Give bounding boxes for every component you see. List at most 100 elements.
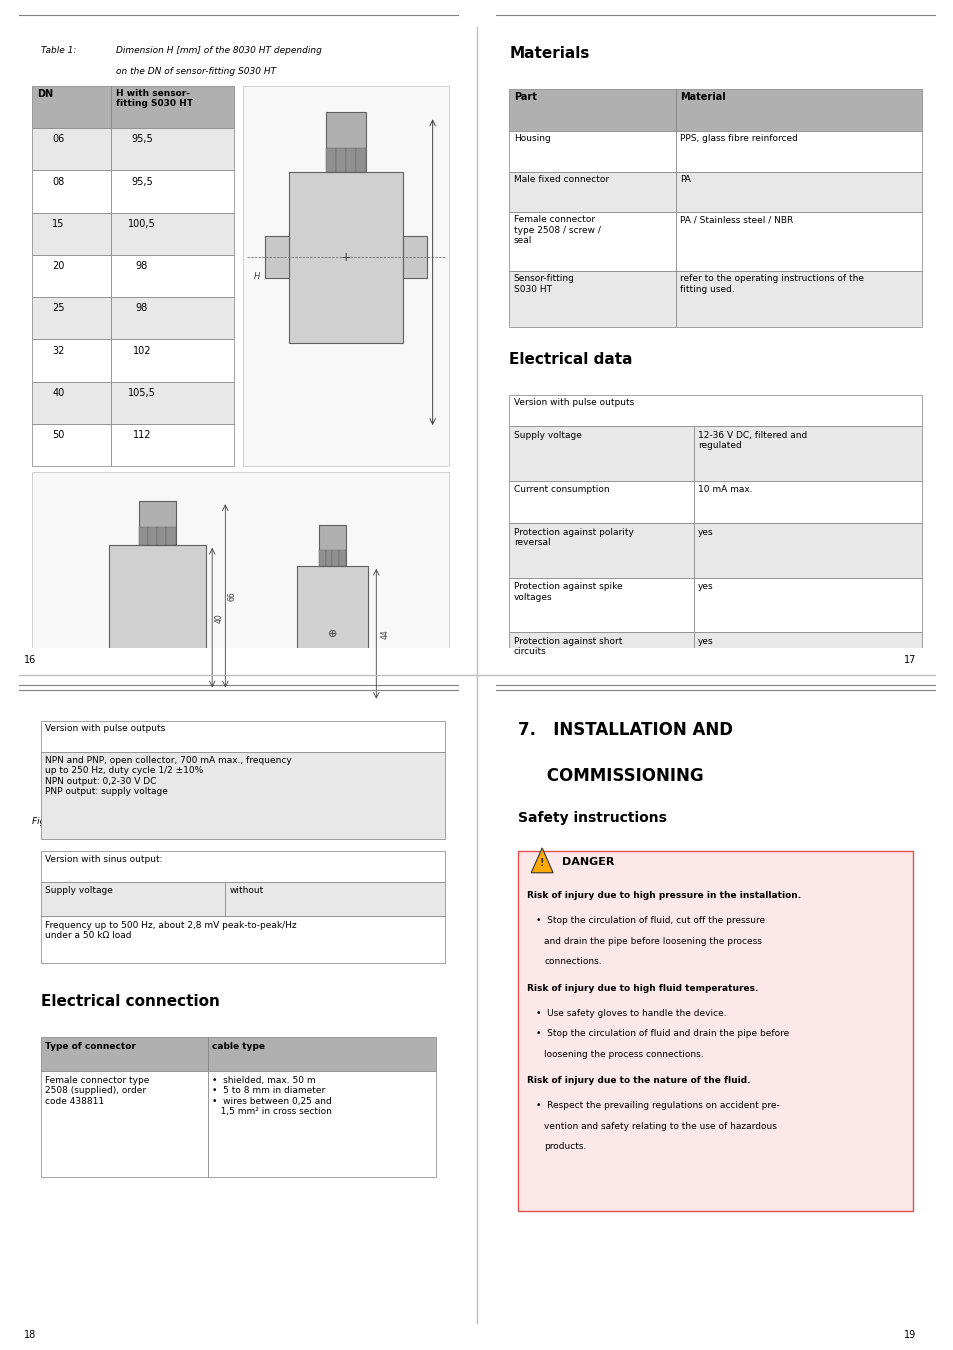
Text: H: H (253, 271, 260, 281)
Text: Protection against polarity
reversal: Protection against polarity reversal (513, 528, 633, 547)
Text: and drain the pipe before loosening the process: and drain the pipe before loosening the … (544, 937, 761, 946)
Bar (693, 578, 921, 632)
Text: Fig. 1:: Fig. 1: (32, 817, 60, 826)
Bar (112, 255, 233, 297)
Bar (109, 545, 205, 690)
Bar (190, 690, 201, 716)
Text: 40: 40 (214, 613, 223, 622)
Text: Dimensions [mm] of electronic module SE30 HT: Dimensions [mm] of electronic module SE3… (107, 817, 323, 826)
Bar (693, 524, 921, 578)
Bar (326, 147, 335, 171)
Text: Type of connector: Type of connector (46, 1042, 136, 1050)
Polygon shape (531, 848, 553, 873)
Text: without: without (230, 887, 264, 895)
Text: Electrical connection: Electrical connection (41, 994, 219, 1008)
Text: Version with pulse outputs: Version with pulse outputs (46, 724, 166, 733)
Bar (676, 212, 921, 271)
Text: Supply voltage: Supply voltage (46, 887, 113, 895)
Text: Protection against spike
voltages: Protection against spike voltages (513, 582, 621, 602)
Bar (32, 339, 112, 382)
Text: 105,5: 105,5 (128, 387, 155, 398)
Bar (676, 171, 921, 212)
Bar (41, 917, 444, 963)
Text: yes: yes (698, 528, 713, 536)
Text: Safety instructions: Safety instructions (517, 810, 666, 825)
Text: 7.   INSTALLATION AND: 7. INSTALLATION AND (517, 721, 732, 738)
Text: Sensor-fitting
S030 HT: Sensor-fitting S030 HT (513, 274, 574, 293)
Bar (32, 213, 112, 255)
Text: English: English (46, 656, 88, 666)
Text: 16: 16 (24, 656, 35, 666)
Text: 95,5: 95,5 (131, 177, 152, 186)
Bar (32, 170, 112, 213)
Bar (148, 528, 157, 545)
Text: PPS, glass fibre reinforced: PPS, glass fibre reinforced (679, 135, 798, 143)
Text: English: English (811, 656, 864, 666)
Text: PA / Stainless steel / NBR: PA / Stainless steel / NBR (679, 215, 793, 224)
Text: connections.: connections. (544, 957, 601, 967)
Bar (509, 89, 676, 131)
Bar (402, 236, 427, 278)
Bar (289, 171, 402, 343)
Text: DANGER: DANGER (561, 857, 614, 867)
Text: 20: 20 (52, 261, 65, 271)
Bar (112, 170, 233, 213)
Text: 15: 15 (52, 219, 65, 230)
Bar (318, 549, 325, 566)
Text: 32: 32 (52, 346, 65, 355)
Text: •  Stop the circulation of fluid, cut off the pressure: • Stop the circulation of fluid, cut off… (535, 917, 764, 925)
Bar (32, 86, 112, 128)
Text: •  Use safety gloves to handle the device.: • Use safety gloves to handle the device… (535, 1008, 725, 1018)
Text: 10 mA max.: 10 mA max. (698, 485, 752, 494)
Bar (509, 632, 693, 687)
Bar (112, 382, 233, 424)
Bar (19, 651, 129, 686)
Text: 40: 40 (52, 387, 65, 398)
Bar (113, 690, 125, 716)
Text: 54: 54 (327, 774, 337, 783)
Text: on the DN of sensor-fitting S030 HT: on the DN of sensor-fitting S030 HT (115, 68, 275, 77)
Text: 25: 25 (52, 304, 65, 313)
Bar (41, 721, 444, 752)
Text: 50: 50 (52, 431, 65, 440)
Bar (325, 549, 332, 566)
Bar (32, 424, 112, 466)
Bar (509, 271, 676, 327)
Bar (326, 112, 366, 171)
Text: 100,5: 100,5 (128, 219, 155, 230)
Bar (676, 131, 921, 171)
Text: NPN and PNP, open collector, 700 mA max., frequency
up to 250 Hz, duty cycle 1/2: NPN and PNP, open collector, 700 mA max.… (46, 756, 292, 796)
Text: Part: Part (513, 92, 536, 103)
Bar (509, 427, 693, 481)
Text: DN: DN (36, 89, 52, 99)
Text: 06: 06 (52, 135, 65, 144)
Text: Risk of injury due to high fluid temperatures.: Risk of injury due to high fluid tempera… (526, 984, 758, 994)
Bar (225, 882, 444, 917)
Text: 98: 98 (135, 261, 148, 271)
Bar (167, 528, 175, 545)
Bar (509, 212, 676, 271)
Text: 112: 112 (132, 431, 151, 440)
Bar (509, 524, 693, 578)
Bar (693, 427, 921, 481)
Text: Supply voltage: Supply voltage (513, 431, 581, 440)
Text: Current consumption: Current consumption (513, 485, 609, 494)
Text: Risk of injury due to the nature of the fluid.: Risk of injury due to the nature of the … (526, 1076, 749, 1085)
Bar (139, 501, 175, 545)
Text: Frequency up to 500 Hz, about 2,8 mV peak-to-peak/Hz
under a 50 kΩ load: Frequency up to 500 Hz, about 2,8 mV pea… (46, 921, 296, 940)
Text: COMMISSIONING: COMMISSIONING (517, 767, 703, 786)
Text: Version with pulse outputs: Version with pulse outputs (513, 398, 633, 408)
Bar (355, 147, 366, 171)
Text: Material: Material (679, 92, 725, 103)
Text: 17: 17 (903, 656, 916, 666)
Bar (509, 578, 693, 632)
Bar (32, 128, 112, 170)
Text: 98: 98 (135, 304, 148, 313)
Text: 102: 102 (132, 346, 151, 355)
Text: yes: yes (698, 582, 713, 591)
Bar (676, 271, 921, 327)
Bar (676, 89, 921, 131)
Text: cable type: cable type (212, 1042, 265, 1050)
Bar (693, 481, 921, 524)
Bar (32, 472, 449, 795)
